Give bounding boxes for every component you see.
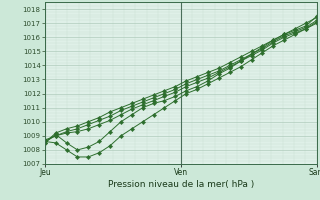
X-axis label: Pression niveau de la mer( hPa ): Pression niveau de la mer( hPa )	[108, 180, 254, 189]
